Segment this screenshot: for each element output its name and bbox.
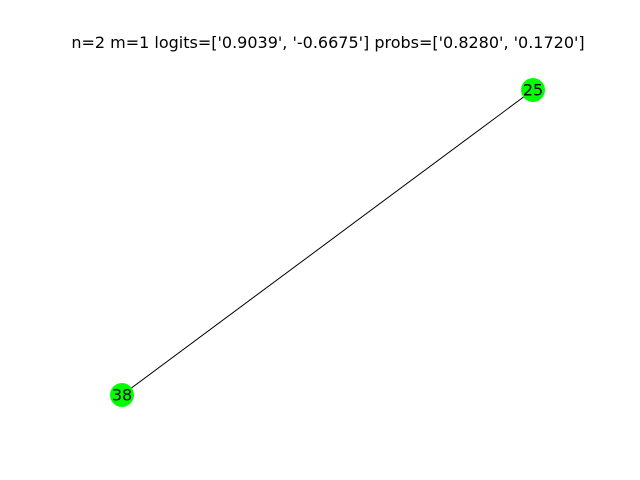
node-label-25: 25	[523, 81, 543, 100]
edge-25-38	[121, 89, 534, 396]
node-label-38: 38	[112, 386, 132, 405]
figure-title: n=2 m=1 logits=['0.9039', '-0.6675'] pro…	[71, 33, 585, 52]
node-25	[521, 78, 545, 102]
node-38	[110, 383, 134, 407]
